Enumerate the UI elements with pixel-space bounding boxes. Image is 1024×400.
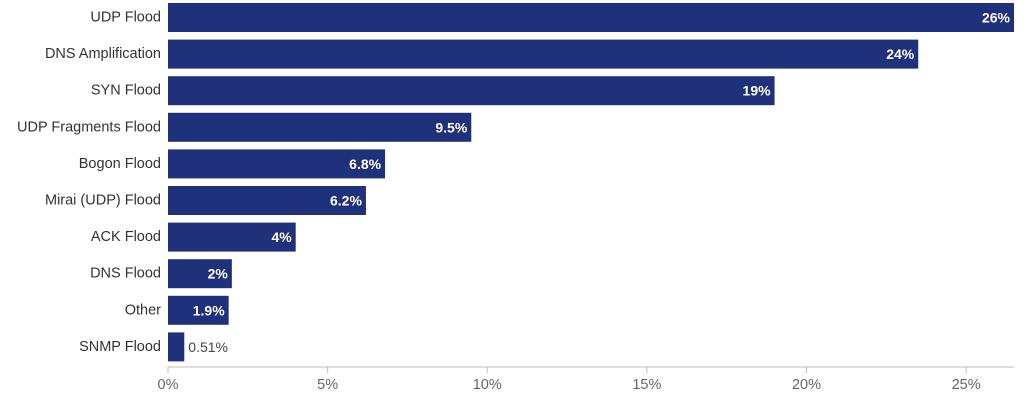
data-labels: 26% 24% 19% 9.5% 6.8% 6.2% 4% 2% 1.9% 0.51% — [188, 10, 1010, 355]
data-label: 4% — [271, 229, 292, 245]
x-tick-label: 25% — [952, 377, 981, 393]
x-tick-label: 5% — [317, 377, 338, 393]
category-labels: UDP Flood DNS Amplification SYN Flood UDP F… — [17, 10, 161, 355]
x-tick-label: 15% — [632, 377, 661, 393]
data-label: 1.9% — [193, 302, 225, 318]
category-label: UDP Fragments Flood — [17, 119, 161, 135]
data-label: 9.5% — [435, 119, 467, 135]
bar — [168, 222, 296, 252]
x-tick-label: 0% — [158, 377, 179, 393]
x-tick-label: 20% — [792, 377, 821, 393]
data-label: 2% — [208, 266, 229, 282]
bar — [168, 149, 386, 179]
category-label: SNMP Flood — [79, 339, 161, 355]
x-axis: 0% 5% 10% 15% 20% 25% — [158, 366, 1014, 393]
bar — [168, 3, 1014, 32]
bar — [168, 112, 472, 142]
x-tick-label: 10% — [473, 377, 502, 393]
category-label: DNS Amplification — [45, 46, 161, 62]
bar — [168, 332, 185, 362]
category-label: Mirai (UDP) Flood — [45, 193, 161, 209]
bar — [168, 186, 366, 215]
bar — [168, 259, 232, 289]
category-label: SYN Flood — [91, 83, 161, 99]
data-label: 6.8% — [349, 156, 381, 172]
data-label: 6.2% — [330, 193, 362, 209]
category-label: ACK Flood — [91, 229, 161, 245]
category-label: DNS Flood — [90, 266, 161, 282]
data-label: 19% — [743, 83, 772, 99]
bar — [168, 39, 919, 69]
bar — [168, 76, 775, 106]
data-label: 0.51% — [188, 339, 228, 355]
bar — [168, 295, 229, 325]
category-label: Other — [125, 302, 161, 318]
data-label: 26% — [982, 10, 1011, 26]
category-label: Bogon Flood — [79, 156, 161, 172]
data-label: 24% — [886, 46, 915, 62]
bars — [168, 3, 1014, 362]
category-label: UDP Flood — [90, 10, 161, 26]
